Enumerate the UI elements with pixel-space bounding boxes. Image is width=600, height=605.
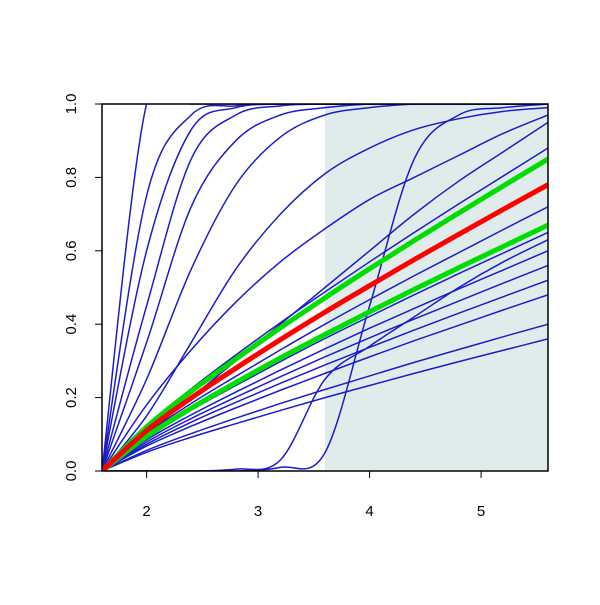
x-tick-label: 4 <box>365 503 373 520</box>
series-line <box>102 206 548 471</box>
series-line <box>102 182 548 471</box>
series-line <box>102 104 548 471</box>
x-tick-label: 5 <box>477 503 485 520</box>
series-line <box>102 338 548 471</box>
y-tick-label: 0.6 <box>63 240 80 261</box>
y-tick-label: 0.8 <box>63 167 80 188</box>
series-line <box>102 294 548 471</box>
y-tick-label: 0.4 <box>63 314 80 335</box>
plot-box <box>101 103 549 472</box>
series-line <box>102 250 548 471</box>
axes: 2 3 4 5 0.0 0.2 0.4 0.6 0.8 1.0 <box>63 94 485 520</box>
series-line <box>102 104 548 471</box>
x-tick-label: 3 <box>254 503 262 520</box>
shaded-region <box>325 104 548 471</box>
y-tick-label: 1.0 <box>63 94 80 115</box>
series-line <box>102 106 548 471</box>
series-line <box>102 104 548 471</box>
y-tick-label: 0.2 <box>63 387 80 408</box>
plot-lines <box>102 104 548 471</box>
x-tick-label: 2 <box>142 503 150 520</box>
y-tick-label: 0.0 <box>63 461 80 482</box>
series-line <box>102 279 548 471</box>
series-line <box>102 114 548 471</box>
series-line <box>102 222 548 471</box>
series-line <box>102 323 548 471</box>
plot-background <box>325 104 548 471</box>
series-line <box>102 104 548 471</box>
series-line <box>102 156 548 471</box>
series-line <box>102 104 548 471</box>
series-line <box>102 104 548 471</box>
series-line <box>102 264 548 471</box>
series-line <box>102 239 548 471</box>
